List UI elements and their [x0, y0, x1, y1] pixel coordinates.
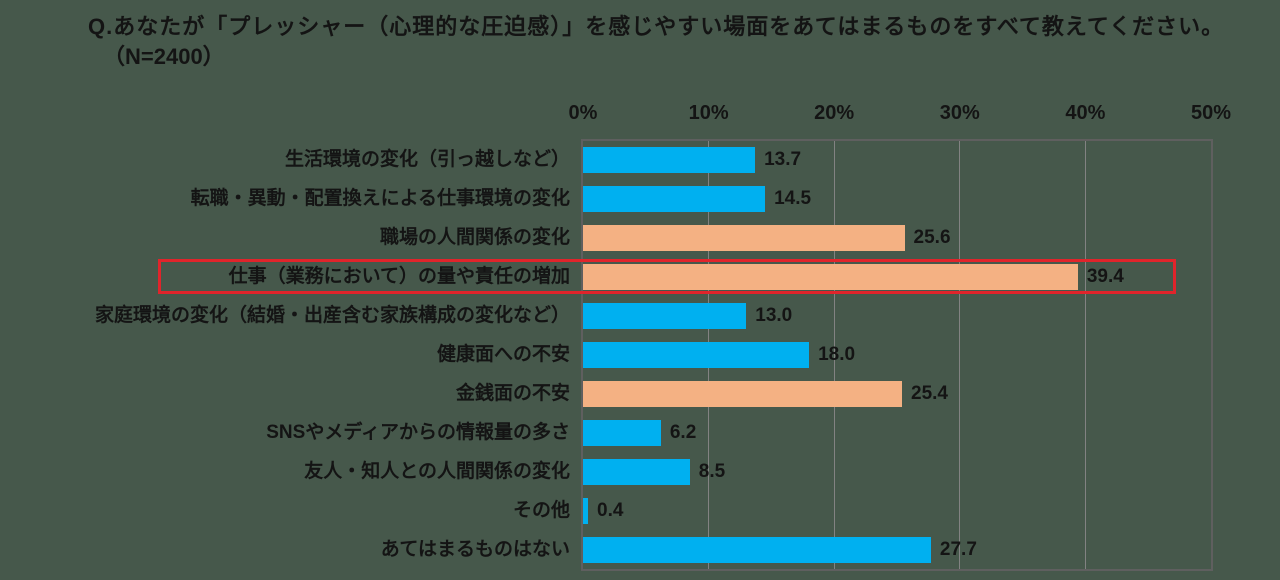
- x-axis-tick-label: 10%: [688, 102, 729, 124]
- category-label: 仕事（業務において）の量や責任の増加: [228, 266, 570, 287]
- value-label: 18.0: [818, 344, 856, 365]
- category-label: 健康面への不安: [436, 344, 570, 365]
- x-axis-tick-label: 0%: [568, 102, 598, 124]
- value-label: 25.6: [913, 227, 951, 248]
- bar: [583, 341, 810, 368]
- bar: [583, 224, 905, 251]
- gridline: [959, 141, 961, 569]
- value-label: 27.7: [939, 539, 977, 560]
- category-label: あてはまるものはない: [380, 539, 570, 560]
- category-label: 家庭環境の変化（結婚・出産含む家族構成の変化など）: [94, 305, 570, 326]
- bar: [583, 146, 756, 173]
- category-label: その他: [512, 500, 570, 521]
- gridline: [1084, 141, 1086, 569]
- chart-title-line1: Q.あなたが「プレッシャー（心理的な圧迫感）」を感じやすい場面をあてはまるものを…: [88, 14, 1225, 39]
- chart-title-sample-size: （N=2400）: [103, 44, 225, 69]
- value-label: 0.4: [597, 500, 624, 521]
- bar: [583, 419, 661, 446]
- value-label: 39.4: [1086, 266, 1124, 287]
- value-label: 14.5: [774, 188, 812, 209]
- bar: [583, 185, 766, 212]
- x-axis-tick-label: 20%: [814, 102, 855, 124]
- value-label: 8.5: [698, 461, 726, 482]
- category-label: 友人・知人との人間関係の変化: [304, 461, 570, 482]
- value-label: 25.4: [911, 383, 948, 404]
- category-label: SNSやメディアからの情報量の多さ: [266, 422, 570, 443]
- value-label: 13.7: [764, 149, 802, 170]
- category-label: 転職・異動・配置換えによる仕事環境の変化: [190, 188, 570, 209]
- gridline: [833, 141, 835, 569]
- highlight-box: [158, 259, 1176, 294]
- category-label: 職場の人間関係の変化: [379, 227, 570, 248]
- bar: [583, 380, 903, 407]
- value-label: 6.2: [669, 422, 697, 443]
- bar: [583, 497, 589, 524]
- value-label: 13.0: [755, 305, 793, 326]
- x-axis-tick-label: 40%: [1065, 102, 1106, 124]
- x-axis-tick-label: 50%: [1190, 102, 1232, 124]
- category-label: 生活環境の変化（引っ越しなど）: [284, 149, 570, 170]
- bar: [583, 302, 747, 329]
- bar: [583, 458, 690, 485]
- bar: [583, 263, 1078, 290]
- bar: [583, 536, 931, 563]
- category-label: 金銭面の不安: [455, 383, 570, 404]
- x-axis-tick-label: 30%: [939, 102, 980, 124]
- chart-title: Q.あなたが「プレッシャー（心理的な圧迫感）」を感じやすい場面をあてはまるものを…: [88, 12, 1224, 72]
